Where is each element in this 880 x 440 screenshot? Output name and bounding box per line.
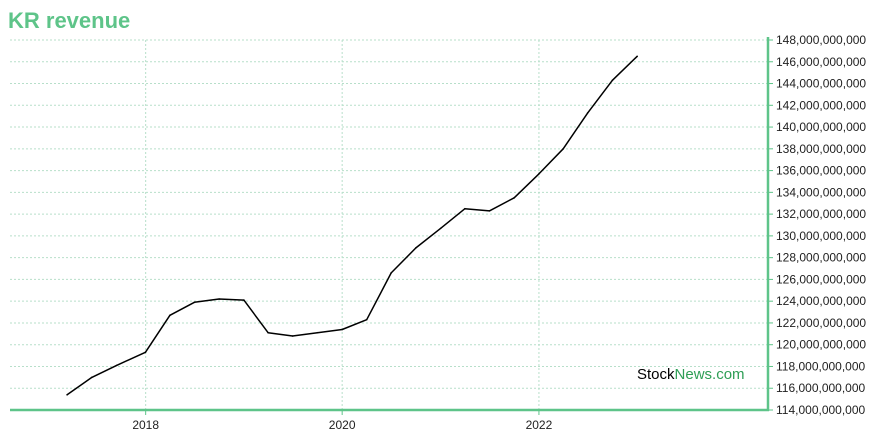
data-point	[291, 335, 294, 337]
data-point	[562, 148, 564, 150]
chart-title: KR revenue	[8, 8, 131, 33]
data-point	[115, 364, 118, 367]
data-point	[538, 173, 540, 175]
y-axis-ticks: 114,000,000,000 116,000,000,000 118,000,00…	[768, 33, 866, 417]
y-tick-label: 130,000,000,000	[776, 229, 866, 243]
data-point	[513, 196, 515, 199]
series-line	[66, 55, 638, 396]
data-point	[169, 314, 171, 317]
x-axis-ticks: 2018 2020 2022	[132, 410, 553, 432]
data-point	[636, 55, 638, 58]
y-tick-label: 124,000,000,000	[776, 294, 866, 308]
data-point	[218, 298, 220, 300]
y-tick-label: 128,000,000,000	[776, 251, 866, 265]
data-point	[488, 210, 491, 212]
watermark-part1: Stock	[637, 366, 675, 383]
y-tick-label: 140,000,000,000	[776, 120, 866, 134]
y-tick-label: 118,000,000,000	[776, 359, 866, 373]
data-point	[365, 318, 368, 321]
axes	[10, 37, 770, 412]
data-point	[415, 247, 417, 249]
x-tick-label: 2018	[132, 418, 159, 432]
y-tick-label: 122,000,000,000	[776, 316, 866, 330]
data-point	[144, 351, 147, 354]
y-tick-label: 134,000,000,000	[776, 185, 866, 199]
y-tick-label: 136,000,000,000	[776, 164, 866, 178]
data-point	[586, 112, 589, 114]
y-tick-label: 132,000,000,000	[776, 207, 866, 221]
y-tick-label: 146,000,000,000	[776, 55, 866, 69]
y-tick-label: 144,000,000,000	[776, 77, 866, 91]
y-tick-label: 138,000,000,000	[776, 142, 866, 156]
data-point	[341, 328, 343, 331]
y-tick-label: 148,000,000,000	[776, 33, 866, 47]
data-point	[267, 331, 269, 334]
y-tick-label: 120,000,000,000	[776, 338, 866, 352]
watermark-part2: News.com	[675, 366, 745, 383]
data-point	[91, 376, 93, 379]
data-point	[66, 393, 68, 396]
grid	[10, 39, 768, 411]
y-tick-label: 116,000,000,000	[776, 381, 866, 395]
data-point	[439, 227, 442, 230]
y-tick-label: 126,000,000,000	[776, 272, 866, 286]
data-point	[243, 299, 245, 301]
watermark: StockNews.com	[637, 366, 745, 383]
data-point	[611, 79, 614, 82]
x-tick-label: 2022	[526, 418, 553, 432]
data-point	[193, 301, 196, 304]
data-point	[390, 272, 392, 274]
data-point	[316, 331, 319, 334]
data-point	[464, 207, 466, 210]
x-tick-label: 2020	[329, 418, 356, 432]
series	[66, 55, 638, 396]
y-tick-label: 142,000,000,000	[776, 98, 866, 112]
y-tick-label: 114,000,000,000	[776, 403, 866, 417]
